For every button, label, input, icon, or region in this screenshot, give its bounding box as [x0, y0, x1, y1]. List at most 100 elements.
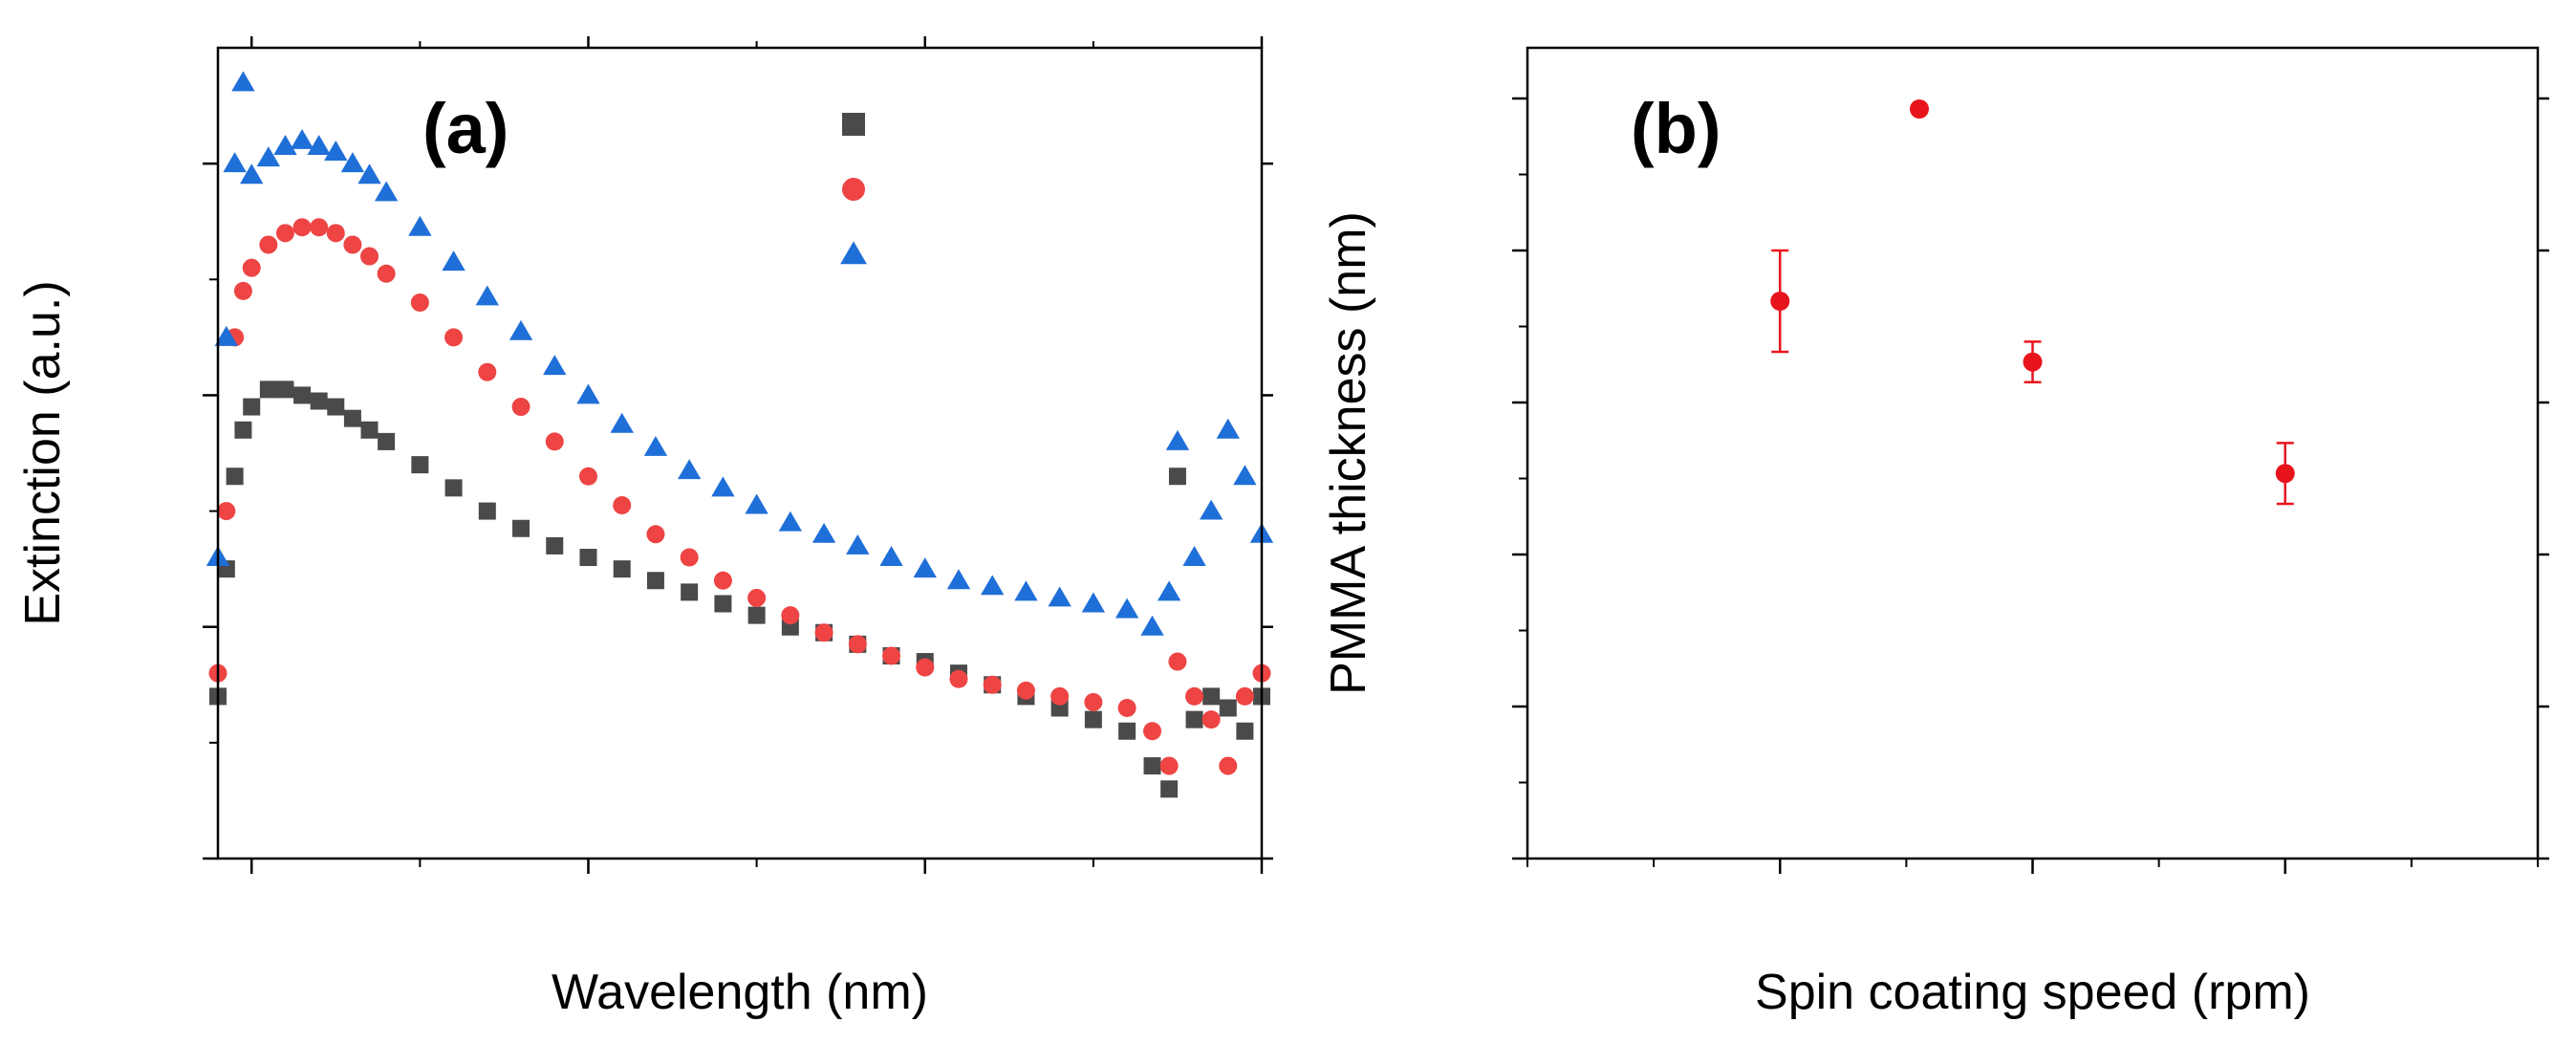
data-point — [310, 392, 328, 410]
series-10000-rpm — [206, 71, 1274, 636]
extinction-axis-ticks — [203, 36, 1273, 874]
data-point — [1159, 756, 1179, 775]
data-point — [1165, 429, 1190, 450]
data-point — [711, 476, 735, 497]
data-point — [1115, 598, 1139, 619]
series-3000-rpm — [209, 381, 1270, 798]
data-point — [343, 235, 362, 254]
data-point — [310, 218, 329, 237]
data-point — [259, 235, 278, 254]
data-point — [444, 479, 463, 497]
data-point — [1182, 546, 1206, 567]
data-point — [1233, 465, 1257, 486]
data-point — [259, 381, 277, 399]
data-point — [1084, 710, 1102, 729]
data-point — [579, 549, 597, 567]
data-point — [509, 319, 533, 340]
data-point — [677, 459, 702, 480]
data-point — [1235, 686, 1254, 706]
extinction-x-axis-title: Wavelength (nm) — [552, 965, 928, 1020]
data-point — [1117, 699, 1136, 718]
data-point — [946, 569, 971, 590]
data-point — [546, 536, 564, 555]
data-point — [745, 493, 768, 514]
data-point — [512, 519, 530, 537]
data-point — [545, 432, 564, 451]
series-5000-rpm — [208, 218, 1271, 775]
data-point — [276, 381, 294, 399]
extinction-chart: (a) Wavelength (nm) Extinction (a.u.) — [15, 36, 1274, 1020]
data-point — [1157, 580, 1181, 601]
data-point — [226, 468, 244, 486]
data-point — [1236, 722, 1254, 740]
data-point — [1168, 652, 1187, 671]
data-point — [256, 146, 281, 167]
data-point — [511, 398, 530, 417]
data-point — [646, 572, 664, 590]
data-point — [475, 285, 499, 306]
data-point — [360, 247, 379, 266]
data-point — [444, 328, 464, 347]
data-point — [949, 669, 968, 688]
data-point — [1216, 418, 1240, 439]
data-point — [1770, 292, 1790, 311]
data-point — [374, 181, 399, 202]
data-point — [411, 456, 429, 474]
data-point — [1048, 586, 1072, 607]
extinction-series-markers — [206, 71, 1274, 798]
data-point — [343, 409, 361, 427]
data-point — [1084, 692, 1103, 711]
data-point — [879, 546, 903, 567]
thickness-chart: (b) Spin coating speed (rpm) PMMA thickn… — [1321, 46, 2549, 1020]
data-point — [293, 386, 312, 404]
data-point — [747, 588, 767, 607]
data-point — [360, 421, 379, 439]
data-point — [217, 502, 236, 521]
data-point — [231, 71, 255, 92]
extinction-legend — [840, 113, 867, 265]
data-point — [1185, 686, 1204, 706]
thickness-y-axis-title: PMMA thickness (nm) — [1321, 211, 1376, 695]
thickness-legend — [1910, 99, 1929, 119]
data-point-group — [1770, 249, 1790, 354]
data-point — [1143, 722, 1162, 741]
data-point — [1016, 681, 1035, 700]
data-point — [233, 281, 252, 300]
data-point — [2023, 352, 2043, 372]
data-point — [1201, 710, 1221, 729]
data-point — [442, 250, 465, 272]
data-point — [643, 435, 668, 456]
data-point — [1160, 780, 1179, 798]
data-point — [2275, 464, 2295, 484]
data-point — [848, 635, 867, 654]
data-point — [327, 398, 345, 416]
data-point — [1143, 757, 1161, 775]
data-point — [223, 152, 247, 173]
data-point — [781, 606, 800, 625]
data-point — [778, 511, 803, 532]
panel-a-label: (a) — [422, 89, 509, 168]
legend-marker — [840, 241, 867, 265]
data-point — [214, 325, 238, 346]
data-point — [646, 525, 665, 544]
data-point — [543, 355, 567, 376]
data-point — [713, 571, 732, 590]
data-point — [613, 496, 632, 515]
data-point — [1050, 686, 1070, 706]
data-point — [747, 606, 766, 624]
data-point — [357, 163, 381, 185]
data-point — [1168, 468, 1186, 486]
data-point — [1219, 699, 1237, 717]
data-point — [377, 264, 396, 283]
data-point — [273, 135, 297, 155]
data-point — [275, 224, 294, 243]
data-point — [1185, 710, 1203, 729]
data-point — [1081, 592, 1106, 613]
extinction-plot-frame — [216, 46, 1264, 860]
data-point — [576, 383, 600, 404]
data-point — [410, 294, 429, 313]
data-point — [681, 583, 699, 601]
data-point — [913, 557, 937, 578]
legend-marker — [842, 178, 865, 201]
data-point-group — [2275, 442, 2295, 506]
